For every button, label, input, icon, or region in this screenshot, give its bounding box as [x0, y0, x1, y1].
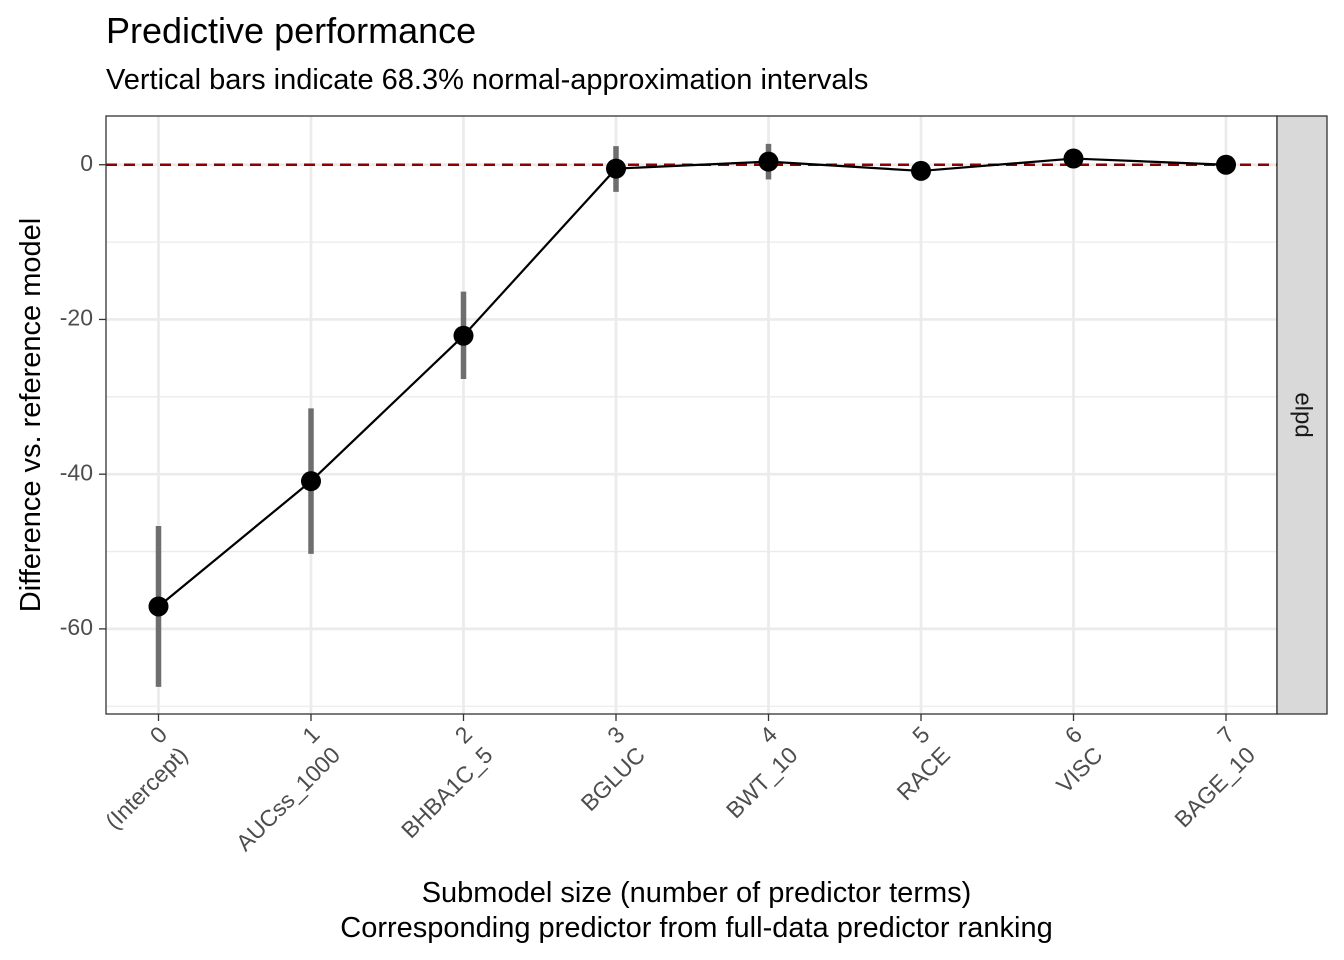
x-tick-predictor: BGLUC: [576, 742, 650, 816]
data-point: [758, 151, 779, 172]
y-tick-label: -20: [60, 305, 93, 331]
x-tick-predictor: BHBA1C_5: [396, 742, 498, 844]
x-axis-title: Submodel size (number of predictor terms…: [422, 877, 972, 909]
y-tick-label: -60: [60, 614, 93, 640]
x-tick-predictor: BWT_10: [721, 742, 803, 824]
x-tick-predictor: RACE: [891, 742, 955, 806]
y-axis-title: Difference vs. reference model: [15, 218, 47, 612]
x-tick-size: 1: [297, 721, 324, 748]
x-axis-subtitle: Corresponding predictor from full-data p…: [340, 912, 1052, 944]
data-point: [1063, 148, 1084, 169]
data-point: [301, 471, 321, 492]
x-tick-predictor: VISC: [1051, 742, 1107, 798]
x-tick-label: 2BHBA1C_5: [375, 721, 497, 843]
data-point: [911, 160, 931, 181]
chart-title: Predictive performance: [106, 10, 477, 51]
facet-strip: [1276, 115, 1328, 715]
x-tick-size: 4: [755, 721, 783, 749]
y-tick-label: -40: [60, 459, 93, 485]
x-tick-size: 0: [145, 721, 172, 748]
data-point: [148, 596, 169, 617]
x-tick-size: 2: [450, 721, 477, 748]
x-tick-size: 5: [907, 721, 934, 748]
y-tick-label: 0: [80, 150, 93, 176]
x-tick-label: 3BGLUC: [555, 721, 650, 816]
x-tick-predictor: (Intercept): [100, 742, 193, 835]
x-tick-size: 7: [1212, 721, 1239, 748]
series-line: [157, 157, 1227, 608]
data-point: [453, 325, 474, 346]
data-point: [606, 158, 626, 179]
x-tick-size: 6: [1060, 721, 1087, 748]
plot-panel: [106, 116, 1277, 714]
chart-subtitle: Vertical bars indicate 68.3% normal-appr…: [106, 64, 869, 96]
facet-strip-label: elpd: [1290, 392, 1317, 437]
x-tick-predictor: AUCss_1000: [231, 742, 345, 856]
x-tick-label: 0(Intercept): [80, 721, 193, 834]
x-tick-predictor: BAGE_10: [1169, 742, 1260, 833]
x-tick-label: 1AUCss_1000: [210, 721, 345, 856]
x-tick-label: 5RACE: [871, 721, 955, 805]
x-tick-label: 7BAGE_10: [1149, 721, 1260, 832]
data-point: [1216, 154, 1236, 175]
x-tick-label: 4BWT_10: [700, 721, 802, 823]
x-tick-size: 3: [602, 721, 629, 748]
x-tick-label: 6VISC: [1031, 721, 1108, 798]
